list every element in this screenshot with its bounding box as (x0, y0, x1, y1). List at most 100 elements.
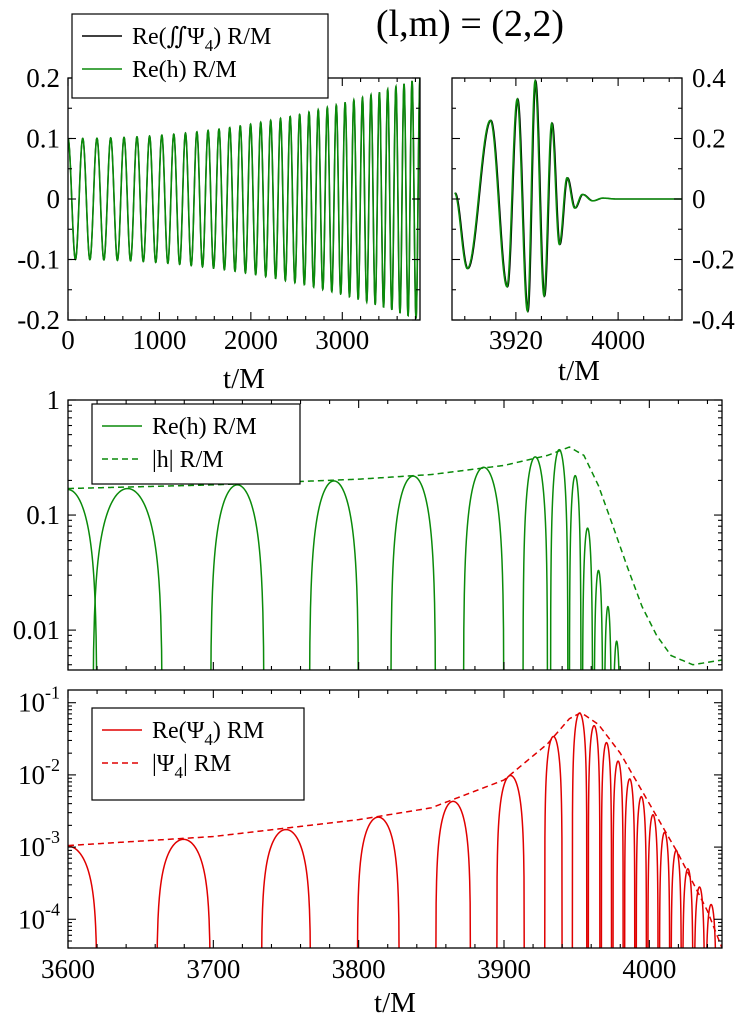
y-tick-label: 0 (47, 184, 61, 214)
y-tick-exp: -4 (45, 899, 60, 919)
figure-title: (l,m) = (2,2) (376, 3, 564, 45)
y-tick-label: 10-1 (18, 683, 60, 718)
x-axis-label: t/M (223, 363, 265, 395)
x-tick-label: 3600 (41, 954, 95, 984)
x-tick-label: 3900 (477, 954, 531, 984)
psi4-log-frame (67, 689, 723, 949)
inspiral-traces (68, 78, 420, 319)
h-log-legend-label-1: |h| R/M (152, 447, 224, 473)
y-tick-label: 10-4 (18, 899, 60, 934)
lobe-9 (600, 741, 613, 948)
inspiral-legend-label-0: Re(∬Ψ4) R/M (132, 24, 271, 55)
y-tick-label: 10-3 (18, 827, 60, 862)
x-tick-label: 3920 (489, 325, 543, 355)
lobe-13 (647, 814, 659, 948)
lobe-12 (635, 795, 648, 948)
lobe-2 (261, 828, 311, 948)
lobe-8 (568, 474, 582, 670)
lobe-16 (682, 868, 694, 948)
lobe-17 (694, 886, 705, 948)
inspiral-legend-label-0-post: ) R/M (213, 24, 271, 50)
lobe-11 (604, 605, 612, 670)
psi4-log-legend-label-0-pre: Re(Ψ (152, 718, 205, 744)
psi4-log-chart: 3600 3700 3800 3900 4000t/M10-110-210-310-4R… (18, 683, 723, 1019)
inspiral-chart: 0 1000 2000 3000 -0.2 -0.1 0 0.1 0.2 t/M Re(∬Ψ4) R… (17, 13, 421, 395)
lobe-7 (549, 448, 569, 670)
h-log-frame (67, 399, 723, 671)
psi4-log-legend-label-0-sub: 4 (204, 730, 213, 749)
lobe-4 (435, 800, 472, 948)
y-tick-label: -0.4 (692, 305, 735, 335)
y-tick-label: 0.1 (26, 500, 60, 530)
series-re-h (454, 78, 682, 314)
lobe-5 (462, 466, 505, 670)
y-tick-label: -0.2 (692, 245, 735, 275)
lobe-1 (92, 487, 163, 670)
y-tick-base: 10 (18, 904, 45, 934)
lobe-10 (593, 569, 604, 670)
lobe-6 (522, 456, 549, 670)
x-axis-label: t/M (558, 355, 600, 387)
envelope-line (68, 711, 722, 948)
lobe-3 (308, 480, 359, 670)
x-axis-label: t/M (374, 987, 416, 1019)
psi4-log-legend-box (91, 707, 305, 801)
y-tick-label: -0.2 (17, 305, 60, 335)
y-tick-base: 10 (18, 832, 45, 862)
lobe-4 (390, 475, 437, 670)
psi4-log-legend-label-1: |Ψ4| RM (152, 751, 231, 782)
h-log-legend-box (91, 403, 301, 485)
y-tick-label: 0 (692, 184, 706, 214)
lobe-8 (587, 724, 601, 948)
y-tick-label: 1 (47, 385, 61, 415)
lobe-14 (658, 831, 671, 948)
y-tick-label: 0.01 (13, 615, 60, 645)
lobe-1 (156, 838, 211, 948)
inspiral-legend-label-0-pre: Re(∬Ψ (132, 24, 205, 50)
inspiral-legend-box (71, 13, 329, 99)
psi4-log-legend-label-1-sub: 4 (175, 763, 184, 782)
inspiral-legend-label-0-sub: 4 (205, 36, 214, 55)
x-tick-label: 4000 (591, 325, 645, 355)
h-log-legend-label-0: Re(h) R/M (152, 414, 257, 440)
y-tick-base: 10 (18, 688, 45, 718)
y-tick-exp: -1 (45, 683, 60, 703)
psi4-log-legend-label-0: Re(Ψ4) RM (152, 718, 264, 749)
x-tick-label: 0 (61, 325, 75, 355)
series-re-psi4-int (455, 79, 682, 313)
y-tick-base: 10 (18, 760, 45, 790)
lobe-12 (613, 640, 620, 670)
x-tick-label: 3700 (186, 954, 240, 984)
lobe-0 (68, 488, 98, 670)
x-tick-label: 4000 (622, 954, 676, 984)
x-tick-label: 3000 (315, 325, 369, 355)
psi4-log-traces (68, 711, 722, 948)
y-tick-exp: -3 (45, 827, 60, 847)
x-tick-label: 1000 (132, 325, 186, 355)
lobe-11 (623, 778, 636, 948)
y-tick-exp: -2 (45, 755, 60, 775)
y-tick-label: 0.4 (692, 63, 726, 93)
lobe-2 (210, 484, 265, 670)
lobe-7 (571, 712, 588, 948)
y-tick-label: -0.1 (17, 245, 60, 275)
lobe-10 (612, 760, 624, 948)
lobe-6 (544, 735, 563, 948)
y-tick-label: 0.1 (26, 124, 60, 154)
y-tick-label: 0.2 (692, 124, 726, 154)
y-tick-label: 0.2 (26, 63, 60, 93)
inspiral-legend-label-1: Re(h) R/M (132, 57, 237, 83)
h-log-chart: 1 0.1 0.01 Re(h) R/M |h| R/M (13, 385, 723, 671)
lobe-18 (706, 903, 717, 948)
psi4-log-legend-label-0-post: ) RM (213, 718, 264, 744)
lobe-9 (581, 527, 594, 670)
psi4-log-legend-label-1-pre: |Ψ (152, 751, 175, 777)
x-tick-label: 2000 (224, 325, 278, 355)
merger-chart: 3920 4000 -0.4 -0.2 0 0.2 0.4 t/M (451, 63, 735, 387)
series-re-h (68, 78, 420, 319)
y-tick-label: 10-2 (18, 755, 60, 790)
merger-traces (454, 78, 682, 314)
x-tick-label: 3800 (332, 954, 386, 984)
h-log-traces (68, 446, 722, 670)
